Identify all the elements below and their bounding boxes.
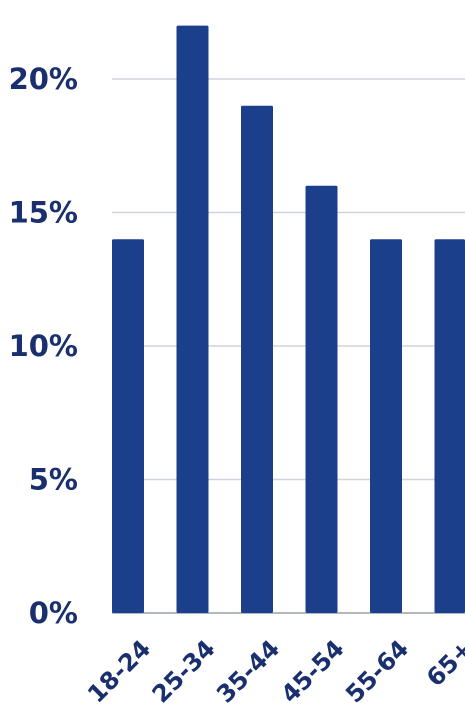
x-tick-label: 45-54 — [276, 634, 350, 708]
x-tick-label: 18-24 — [82, 634, 156, 708]
bars — [112, 25, 465, 614]
bar-25-34 — [176, 25, 209, 614]
x-tick-label: 65+ — [421, 634, 465, 692]
y-tick-label: 10% — [9, 329, 78, 363]
bar-55-64 — [370, 239, 402, 613]
y-tick-label: 20% — [9, 62, 78, 96]
grid-lines — [112, 78, 465, 614]
bar-18-24 — [112, 239, 144, 613]
x-tick-label: 35-44 — [211, 634, 285, 708]
x-tick-label: 25-34 — [147, 634, 221, 708]
x-tick-label: 55-64 — [340, 634, 414, 708]
y-tick-label: 5% — [29, 463, 78, 497]
bar-45-54 — [305, 185, 338, 614]
y-tick-labels: 0% 5% 10% 15% 20% — [9, 62, 78, 630]
y-tick-label: 15% — [9, 196, 78, 230]
y-tick-label: 0% — [29, 596, 78, 630]
bar-65plus — [434, 239, 465, 613]
bar-35-44 — [241, 105, 273, 613]
